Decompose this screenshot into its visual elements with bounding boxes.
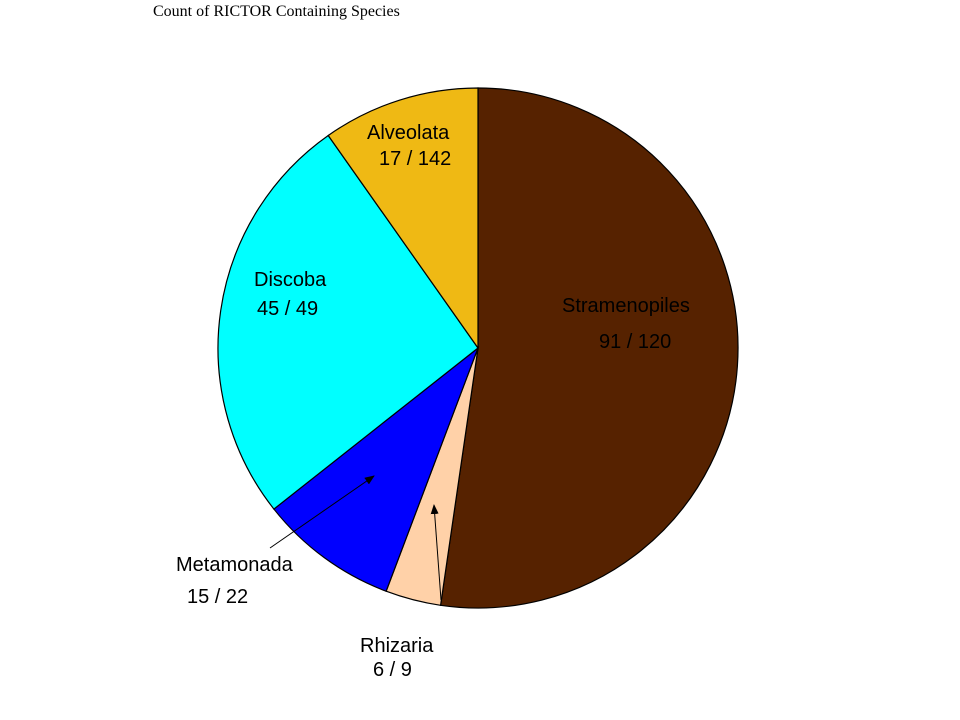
slice-label-stramenopiles: Stramenopiles [562,295,690,317]
leader-arrow-rhizaria [430,504,442,601]
slice-alveolata [327,87,479,350]
chart-title: Count of RICTOR Containing Species [153,3,400,20]
slice-metamonada [273,346,480,593]
slice-count-discoba: 45 / 49 [257,298,318,320]
leader-lines [269,475,442,601]
pie-slices [217,87,739,609]
slice-discoba [217,134,479,510]
slice-count-stramenopiles: 91 / 120 [599,331,671,353]
slice-label-alveolata: Alveolata [367,122,450,144]
slice-count-alveolata: 17 / 142 [379,148,451,170]
slice-stramenopiles [439,87,739,609]
leader-arrow-metamonada [269,475,375,549]
slice-count-rhizaria: 6 / 9 [373,659,412,681]
slice-label-metamonada: Metamonada [176,554,294,576]
slice-count-metamonada: 15 / 22 [187,586,248,608]
slice-label-discoba: Discoba [254,269,327,291]
slice-label-rhizaria: Rhizaria [360,635,434,657]
